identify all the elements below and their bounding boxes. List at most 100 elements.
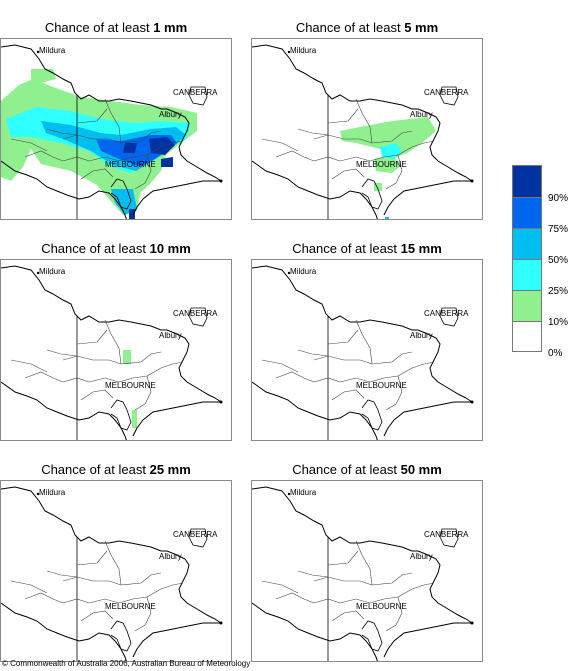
district-boundary <box>62 576 122 586</box>
town-marker <box>287 492 291 496</box>
place-label-mildura: Mildura <box>39 46 66 55</box>
probability-map: Mildura CANBERRA Albury MELBOURNE <box>251 480 483 662</box>
district-boundary <box>261 359 299 373</box>
place-label-mildura: Mildura <box>290 488 317 497</box>
probability-shading <box>129 209 135 219</box>
legend-label: 10% <box>548 317 569 328</box>
probability-map: Mildura CANBERRA Albury MELBOURNE <box>0 480 232 662</box>
place-label-melbourne: MELBOURNE <box>356 381 407 390</box>
place-label-canberra: CANBERRA <box>424 309 469 318</box>
panel-title: Chance of at least 1 mm <box>0 20 232 35</box>
map-svg: Mildura CANBERRA Albury MELBOURNE <box>252 486 474 661</box>
district-boundary <box>331 168 365 180</box>
district-boundary <box>62 598 90 604</box>
district-boundary <box>134 596 152 632</box>
legend-label: 90% <box>548 193 569 204</box>
title-amount: 1 mm <box>153 20 188 35</box>
district-boundary <box>313 576 373 586</box>
panel-title: Chance of at least 10 mm <box>0 241 232 256</box>
state-border <box>252 265 473 403</box>
state-border <box>1 486 222 624</box>
probability-map: Mildura CANBERRA Albury MELBOURNE <box>0 259 232 441</box>
district-boundary <box>62 134 122 144</box>
legend-swatch-75 <box>512 197 542 228</box>
district-boundary <box>104 98 122 144</box>
district-boundary <box>24 592 64 604</box>
place-label-canberra: CANBERRA <box>173 530 218 539</box>
district-boundary <box>275 371 315 383</box>
port-phillip-bay <box>110 620 132 652</box>
legend-label: 75% <box>548 224 569 235</box>
district-boundary <box>297 570 329 578</box>
place-label-melbourne: MELBOURNE <box>356 160 407 169</box>
town-marker <box>36 492 40 496</box>
district-boundary <box>120 572 162 586</box>
title-prefix: Chance of at least <box>44 20 154 35</box>
district-boundary <box>275 150 315 162</box>
district-boundary <box>10 580 48 594</box>
district-boundary <box>371 351 413 365</box>
district-boundary <box>76 108 108 124</box>
panel-title: Chance of at least 25 mm <box>0 462 232 477</box>
place-label-canberra: CANBERRA <box>173 309 218 318</box>
coastline <box>252 160 472 219</box>
legend-swatch-0 <box>512 321 542 352</box>
legend-swatch-90 <box>512 165 542 197</box>
district-boundary <box>120 130 162 144</box>
district-boundary <box>80 168 114 180</box>
district-boundary <box>385 154 403 190</box>
district-boundary <box>275 592 315 604</box>
state-border <box>1 44 222 182</box>
legend-label: 25% <box>548 286 569 297</box>
town-marker <box>470 400 474 404</box>
town-marker <box>36 271 40 275</box>
place-label-mildura: Mildura <box>290 46 317 55</box>
copyright-credit: © Commonwealth of Australia 2006, Austra… <box>2 659 251 668</box>
district-boundary <box>24 150 64 162</box>
probability-shading <box>149 137 175 155</box>
district-boundary <box>397 582 435 598</box>
act-border <box>188 86 208 106</box>
coastline <box>1 602 221 661</box>
district-boundary <box>397 361 435 377</box>
district-boundary <box>327 108 359 124</box>
district-boundary <box>104 540 122 586</box>
act-border <box>439 307 459 327</box>
district-boundary <box>355 98 373 144</box>
probability-shading <box>123 350 131 364</box>
place-label-melbourne: MELBOURNE <box>105 602 156 611</box>
place-label-albury: Albury <box>159 552 182 561</box>
district-boundary <box>146 361 184 377</box>
probability-map: Mildura CANBERRA Albury MELBOURNE <box>251 259 483 441</box>
title-prefix: Chance of at least <box>295 20 405 35</box>
legend-swatch-10 <box>512 290 542 321</box>
port-phillip-bay <box>361 178 383 210</box>
district-boundary <box>80 610 114 622</box>
title-prefix: Chance of at least <box>292 241 401 256</box>
place-label-mildura: Mildura <box>290 267 317 276</box>
place-label-canberra: CANBERRA <box>424 88 469 97</box>
district-boundary <box>327 550 359 566</box>
district-boundary <box>10 359 48 373</box>
district-boundary <box>46 128 78 136</box>
district-boundary <box>104 319 122 365</box>
state-border <box>252 44 473 182</box>
act-border <box>188 307 208 327</box>
legend-swatch-25 <box>512 259 542 290</box>
district-boundary <box>10 138 48 152</box>
coastline <box>1 381 221 440</box>
district-boundary <box>313 355 373 365</box>
town-marker <box>470 179 474 183</box>
coastline <box>252 381 472 440</box>
map-svg: Mildura CANBERRA Albury MELBOURNE <box>1 44 223 219</box>
port-phillip-bay <box>110 178 132 210</box>
district-boundary <box>371 130 413 144</box>
district-boundary <box>261 580 299 594</box>
town-marker <box>287 50 291 54</box>
district-boundary <box>297 349 329 357</box>
probability-shading <box>161 157 173 167</box>
probability-map: Mildura CANBERRA Albury MELBOURNE <box>0 38 232 220</box>
probability-shading <box>31 69 56 83</box>
map-svg: Mildura CANBERRA Albury MELBOURNE <box>252 265 474 440</box>
district-boundary <box>146 140 184 156</box>
